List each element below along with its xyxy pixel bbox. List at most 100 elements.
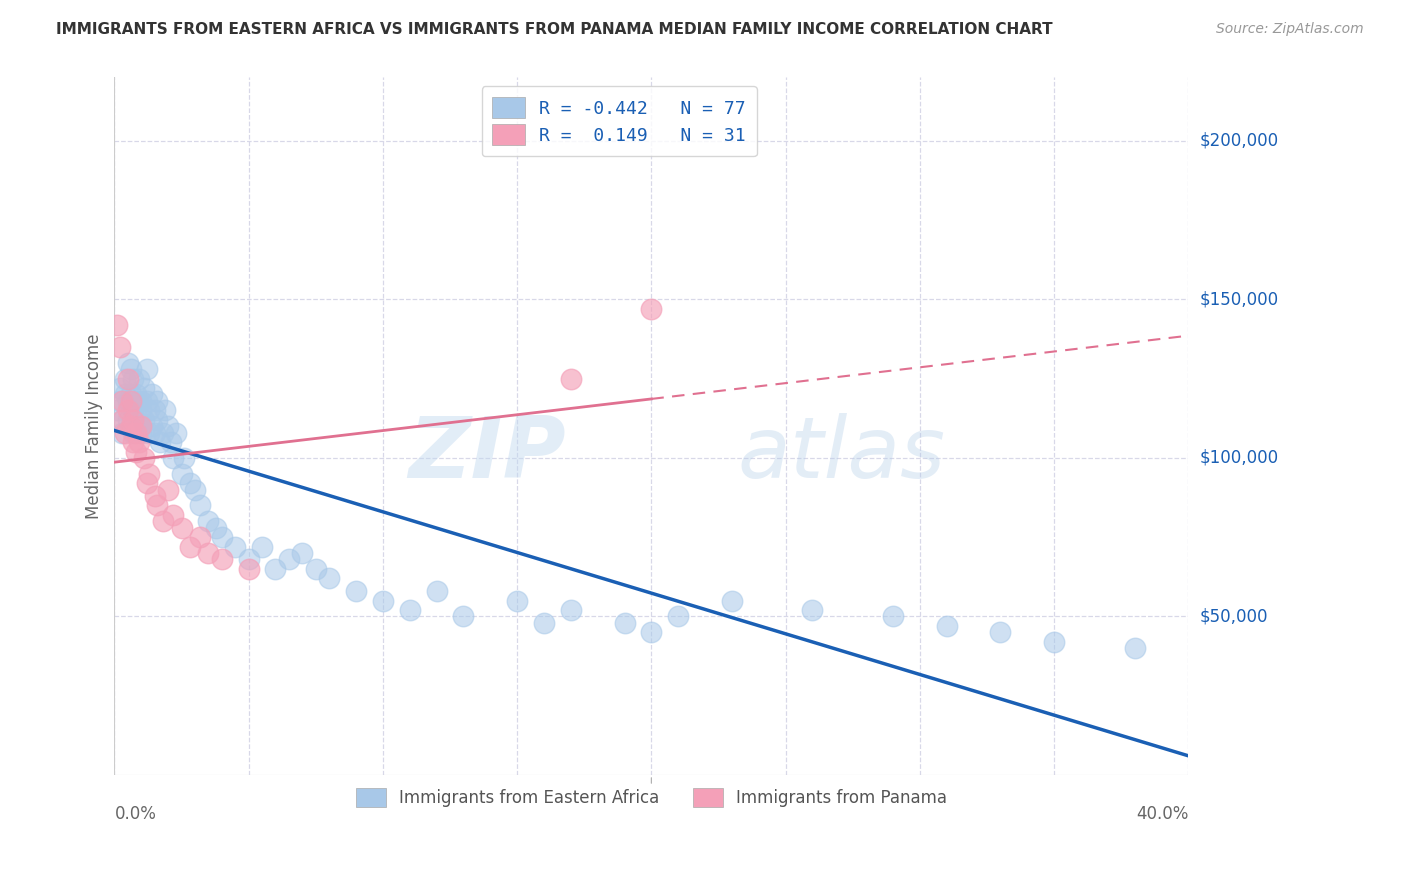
- Point: [114, 371, 136, 385]
- Point: [141, 387, 163, 401]
- Point: [129, 393, 152, 408]
- Point: [398, 603, 420, 617]
- Y-axis label: Median Family Income: Median Family Income: [86, 334, 103, 519]
- Point: [533, 615, 555, 630]
- Point: [105, 403, 128, 417]
- Point: [205, 521, 228, 535]
- Point: [114, 387, 136, 401]
- Text: Source: ZipAtlas.com: Source: ZipAtlas.com: [1216, 22, 1364, 37]
- Point: [162, 450, 184, 465]
- Point: [117, 393, 139, 408]
- Point: [640, 301, 662, 316]
- Point: [117, 413, 139, 427]
- Point: [108, 340, 131, 354]
- Point: [1043, 634, 1066, 648]
- Point: [935, 619, 957, 633]
- Point: [108, 393, 131, 408]
- Point: [721, 593, 744, 607]
- Point: [426, 584, 449, 599]
- Point: [224, 540, 246, 554]
- Point: [152, 514, 174, 528]
- Point: [197, 546, 219, 560]
- Point: [506, 593, 529, 607]
- Point: [318, 571, 340, 585]
- Point: [211, 530, 233, 544]
- Point: [125, 393, 148, 408]
- Point: [125, 425, 148, 440]
- Point: [264, 562, 287, 576]
- Point: [129, 425, 152, 440]
- Point: [159, 435, 181, 450]
- Text: $200,000: $200,000: [1199, 132, 1278, 150]
- Point: [170, 521, 193, 535]
- Text: $50,000: $50,000: [1199, 607, 1268, 625]
- Point: [117, 356, 139, 370]
- Point: [143, 425, 166, 440]
- Point: [111, 413, 134, 427]
- Point: [149, 435, 172, 450]
- Point: [238, 562, 260, 576]
- Point: [988, 625, 1011, 640]
- Point: [371, 593, 394, 607]
- Text: ZIP: ZIP: [408, 413, 565, 496]
- Point: [111, 425, 134, 440]
- Point: [560, 371, 582, 385]
- Point: [173, 450, 195, 465]
- Point: [560, 603, 582, 617]
- Point: [135, 476, 157, 491]
- Point: [165, 425, 187, 440]
- Point: [120, 419, 142, 434]
- Point: [277, 552, 299, 566]
- Point: [114, 425, 136, 440]
- Point: [170, 467, 193, 481]
- Point: [146, 413, 169, 427]
- Point: [146, 393, 169, 408]
- Point: [882, 609, 904, 624]
- Text: atlas: atlas: [737, 413, 945, 496]
- Point: [132, 381, 155, 395]
- Point: [111, 393, 134, 408]
- Point: [188, 499, 211, 513]
- Point: [143, 403, 166, 417]
- Point: [666, 609, 689, 624]
- Point: [146, 499, 169, 513]
- Point: [291, 546, 314, 560]
- Text: 0.0%: 0.0%: [114, 805, 156, 823]
- Point: [125, 387, 148, 401]
- Point: [111, 413, 134, 427]
- Legend: Immigrants from Eastern Africa, Immigrants from Panama: Immigrants from Eastern Africa, Immigran…: [347, 780, 955, 815]
- Point: [238, 552, 260, 566]
- Point: [125, 413, 148, 427]
- Point: [117, 403, 139, 417]
- Point: [162, 508, 184, 522]
- Point: [132, 450, 155, 465]
- Text: $100,000: $100,000: [1199, 449, 1278, 467]
- Point: [125, 444, 148, 458]
- Point: [122, 371, 145, 385]
- Point: [157, 483, 180, 497]
- Text: 40.0%: 40.0%: [1136, 805, 1188, 823]
- Point: [120, 393, 142, 408]
- Text: IMMIGRANTS FROM EASTERN AFRICA VS IMMIGRANTS FROM PANAMA MEDIAN FAMILY INCOME CO: IMMIGRANTS FROM EASTERN AFRICA VS IMMIGR…: [56, 22, 1053, 37]
- Point: [179, 476, 201, 491]
- Point: [117, 371, 139, 385]
- Point: [135, 362, 157, 376]
- Point: [105, 318, 128, 332]
- Point: [138, 425, 160, 440]
- Point: [143, 489, 166, 503]
- Point: [122, 413, 145, 427]
- Point: [305, 562, 328, 576]
- Text: $150,000: $150,000: [1199, 291, 1278, 309]
- Point: [120, 387, 142, 401]
- Point: [344, 584, 367, 599]
- Point: [184, 483, 207, 497]
- Point: [250, 540, 273, 554]
- Point: [122, 435, 145, 450]
- Point: [132, 413, 155, 427]
- Point: [122, 403, 145, 417]
- Point: [155, 403, 177, 417]
- Point: [157, 419, 180, 434]
- Point: [640, 625, 662, 640]
- Point: [197, 514, 219, 528]
- Point: [188, 530, 211, 544]
